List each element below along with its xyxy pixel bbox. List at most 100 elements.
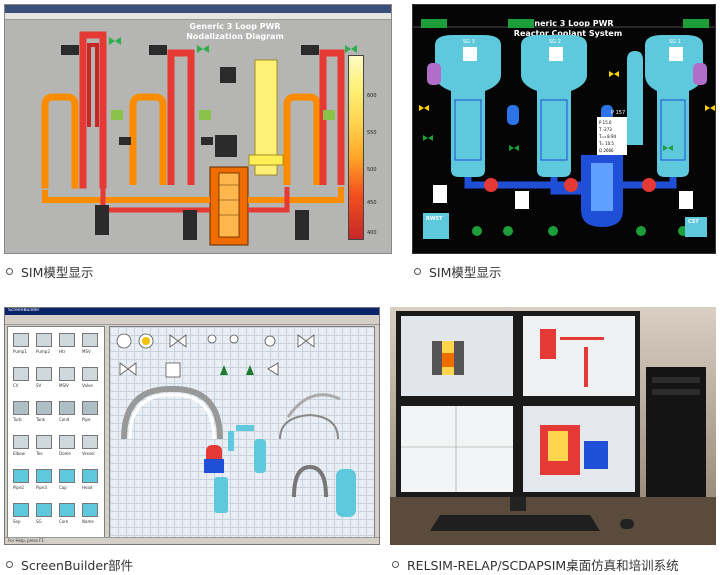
library-component-label: Dome [59, 451, 71, 456]
library-component-label: MSIV [59, 383, 69, 388]
window-menubar [5, 13, 391, 20]
caption-sim-model-2: SIM模型显示 [414, 262, 501, 281]
pressurizer-readout: P 157 [611, 110, 625, 116]
nodalization-title: Generic 3 Loop PWR Nodalization Diagram [155, 22, 315, 42]
library-component-label: Elbow [13, 451, 25, 456]
nodalization-diagram [41, 31, 357, 246]
screenbuilder-screenshot: ScreenBuilder Pump1 Pump2 Htr MSV CV SV MSIV Va… [4, 307, 380, 545]
window-titlebar [5, 5, 391, 13]
reactor-vessel [581, 155, 623, 227]
library-component[interactable] [59, 401, 75, 415]
window-title: ScreenBuilder [8, 308, 40, 313]
library-component[interactable] [36, 333, 52, 347]
pressurizer-vessel [627, 51, 643, 145]
library-component[interactable] [82, 333, 98, 347]
sg-3-label: SG 3 [463, 39, 475, 45]
caption-screenbuilder: ScreenBuilder部件 [6, 555, 133, 574]
cst-tank [685, 217, 707, 237]
library-component-label: Vessel [82, 451, 95, 456]
caption-text: SIM模型显示 [21, 265, 94, 280]
library-component[interactable] [82, 401, 98, 415]
library-component-label: MSV [82, 349, 91, 354]
library-component[interactable] [36, 469, 52, 483]
circle-bullet-icon [6, 268, 13, 275]
vessel-readout-line: Tᵢₙ 10.5 [599, 141, 614, 146]
vessel-readout-line: P 15.6 [599, 120, 612, 125]
sg-2-label: SG 2 [549, 39, 561, 45]
library-component[interactable] [82, 367, 98, 381]
library-component-label: Pump2 [36, 349, 50, 354]
library-component[interactable] [13, 503, 29, 517]
relsim-desktop-photo [390, 307, 716, 545]
valves-yellow [419, 71, 715, 111]
steam-generator-1 [645, 35, 703, 177]
mouse [620, 519, 634, 529]
library-component[interactable] [36, 503, 52, 517]
status-bar: For Help, press F1 [5, 537, 379, 544]
library-component-label: Sep [13, 519, 21, 524]
library-component[interactable] [36, 435, 52, 449]
scale-tick: 450 [367, 200, 377, 206]
library-component[interactable] [59, 503, 75, 517]
vessel-readout-line: Tₒᵤₜ 8.94 [599, 134, 617, 139]
canvas-components [116, 333, 356, 517]
library-component-label: Turb [13, 417, 22, 422]
caption-relsim: RELSIM-RELAP/SCDAPSIM桌面仿真和培训系统 [392, 555, 679, 574]
library-component-label: CV [13, 383, 19, 388]
readout-boxes [61, 45, 319, 240]
library-component[interactable] [36, 401, 52, 415]
library-component[interactable] [82, 503, 98, 517]
library-component-label: Tank [36, 417, 46, 422]
caption-sim-model-1: SIM模型显示 [6, 262, 93, 281]
scale-tick: 400 [367, 230, 377, 236]
rcs-title: Generic 3 Loop PWR Reactor Coolant Syste… [493, 19, 643, 39]
library-component-label: Core [59, 519, 69, 524]
library-component[interactable] [13, 469, 29, 483]
rwst-label: RWST [426, 216, 443, 222]
library-component[interactable] [82, 435, 98, 449]
library-component[interactable] [36, 367, 52, 381]
library-component-label: Name [82, 519, 94, 524]
valves-green [423, 135, 688, 236]
library-component[interactable] [59, 435, 75, 449]
sim-rcs-screenshot: Generic 3 Loop PWR Reactor Coolant Syste… [412, 4, 716, 254]
library-component[interactable] [59, 333, 75, 347]
library-component-label: Pump1 [13, 349, 27, 354]
library-component[interactable] [82, 469, 98, 483]
library-component[interactable] [13, 435, 29, 449]
feed-valves [109, 37, 357, 53]
pc-tower [646, 367, 706, 507]
caption-text: SIM模型显示 [429, 265, 502, 280]
vessel-readout-box [597, 117, 627, 155]
vessel-readout-line: T -273 [599, 127, 612, 132]
status-text: For Help, press F1 [8, 538, 45, 543]
library-component-label: Pipe2 [13, 485, 24, 490]
steam-generator-2 [521, 35, 587, 177]
toolbar [5, 315, 379, 325]
reactor-coolant-pumps [484, 178, 656, 192]
loop-2-steam-generator [129, 49, 195, 185]
library-component-label: Pipe3 [36, 485, 47, 490]
keyboard [430, 515, 600, 531]
circle-bullet-icon [6, 561, 13, 568]
pressurizer-readout-value: 157 [615, 110, 626, 116]
rwst-tank [423, 213, 449, 239]
library-component[interactable] [59, 469, 75, 483]
caption-text: ScreenBuilder部件 [21, 558, 134, 573]
library-component[interactable] [13, 367, 29, 381]
library-component[interactable] [59, 367, 75, 381]
library-component[interactable] [13, 401, 29, 415]
design-canvas [109, 326, 375, 538]
pressurizer-readout-label: P [611, 110, 615, 116]
window-titlebar: ScreenBuilder [5, 308, 379, 315]
library-component-label: Cond [59, 417, 70, 422]
scale-tick: 500 [367, 167, 377, 173]
library-component[interactable] [13, 333, 29, 347]
circle-bullet-icon [392, 561, 399, 568]
desk-scene [390, 307, 716, 545]
rcs-title-line1: Generic 3 Loop PWR [522, 19, 614, 28]
scale-tick: 550 [367, 130, 377, 136]
sim-nodalization-screenshot: Generic 3 Loop PWR Nodalization Diagram [4, 4, 392, 254]
loop-1-steam-generator [41, 31, 107, 189]
library-component-label: Pipe [82, 417, 91, 422]
